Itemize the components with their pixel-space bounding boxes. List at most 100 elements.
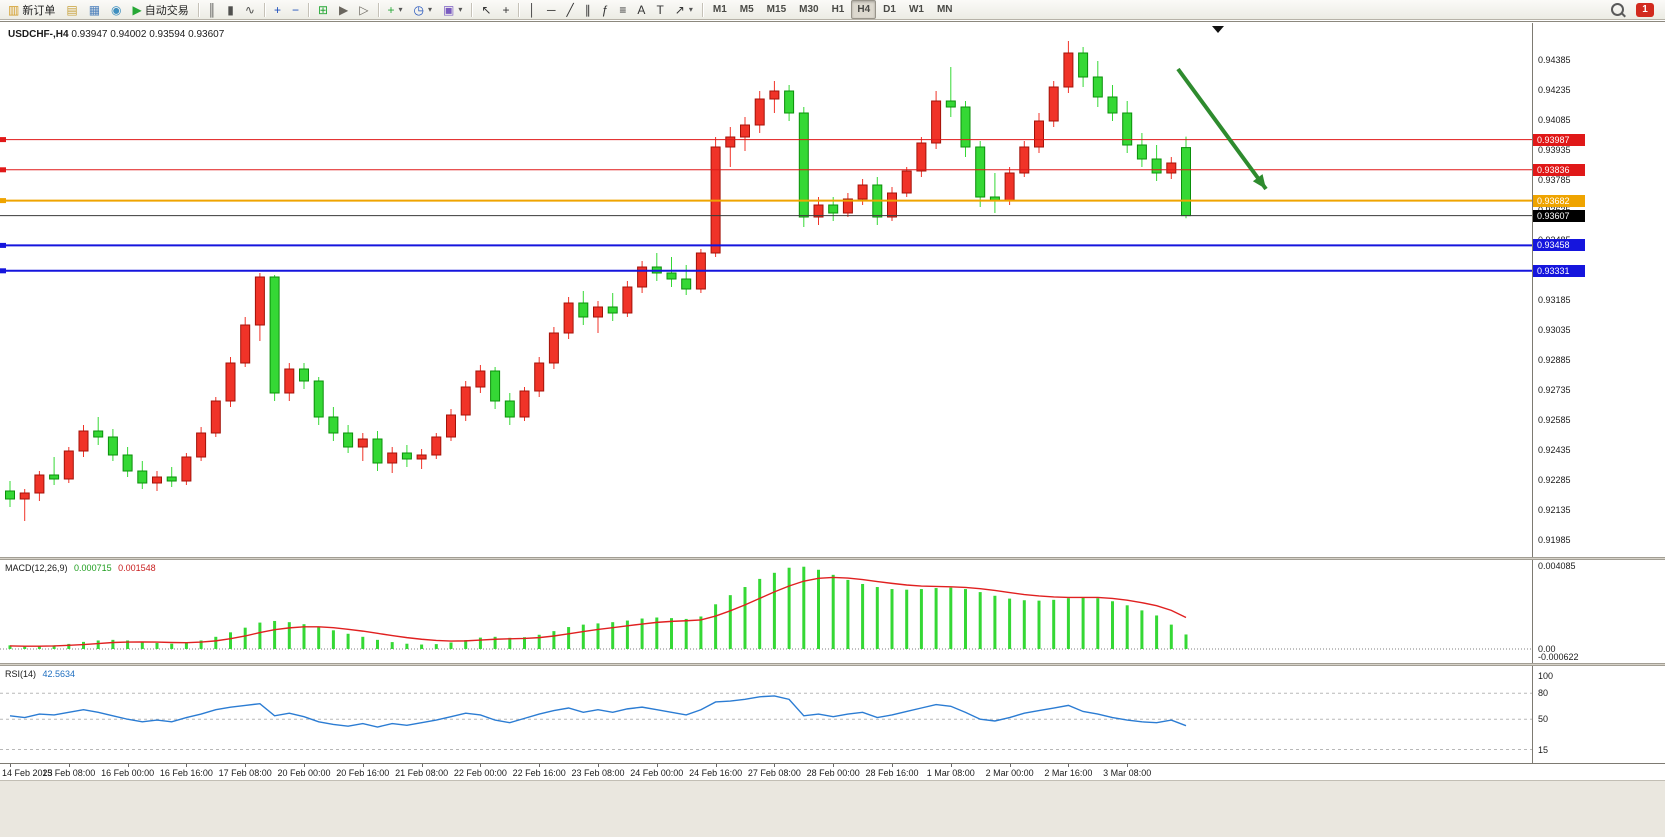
macd-bar — [317, 627, 321, 649]
time-axis[interactable]: 14 Feb 2023 15 Feb 08:00 16 Feb 00:00 16 Fe… — [0, 763, 1665, 781]
auto-scroll-button[interactable]: ▶ — [334, 0, 353, 19]
price-tick-label: 0.93185 — [1538, 295, 1571, 305]
candle — [313, 380, 324, 418]
templates-button[interactable]: ▣ ▾ — [438, 0, 467, 19]
rsi-tick-label: 50 — [1538, 714, 1549, 725]
macd-bar — [8, 645, 12, 649]
timeframe-h1-button[interactable]: H1 — [831, 4, 845, 15]
macd-canvas[interactable] — [0, 560, 1532, 663]
zoom-in-button[interactable]: + — [269, 0, 286, 19]
time-tick-mark — [304, 764, 305, 767]
bar-chart-button[interactable]: ║ — [203, 0, 222, 19]
timeframe-m5-button[interactable]: M5 — [739, 4, 754, 15]
candle — [1151, 158, 1162, 174]
templates-icon: ▣ — [443, 2, 455, 17]
time-tick-label: 24 Feb 00:00 — [630, 768, 684, 778]
zoom-out-button[interactable]: − — [287, 0, 304, 19]
trend-arrow[interactable] — [1176, 67, 1268, 191]
macd-axis[interactable]: 0.004085 0.00 -0.000622 — [1532, 560, 1665, 663]
macd-bar — [331, 630, 335, 649]
candle — [828, 204, 839, 214]
macd-bar — [346, 633, 350, 649]
text-icon: A — [637, 2, 646, 17]
timeframe-h4-button[interactable]: H4 — [851, 0, 877, 19]
timeframe-d1-button[interactable]: D1 — [883, 4, 896, 15]
auto-trading-button[interactable]: ▶ 自动交易 — [128, 0, 194, 19]
macd-bar — [23, 646, 27, 649]
candle — [401, 452, 412, 460]
chart-profiles-button[interactable]: ▤ — [61, 0, 82, 19]
cursor-button[interactable]: ↖ — [476, 0, 496, 19]
candle — [607, 306, 618, 314]
tile-windows-button[interactable]: ⊞ — [313, 0, 333, 19]
dropdown-caret-icon: ▾ — [428, 5, 433, 14]
periods-button[interactable]: ◷ ▾ — [409, 0, 438, 19]
timeframe-m30-button[interactable]: M30 — [799, 4, 819, 15]
market-watch-button[interactable]: ▦ — [84, 0, 105, 19]
rsi-canvas[interactable] — [0, 666, 1532, 763]
time-tick-label: 15 Feb 08:00 — [42, 768, 96, 778]
candle — [387, 452, 398, 464]
text-button[interactable]: A — [632, 0, 650, 19]
timeframe-m15-button[interactable]: M15 — [766, 4, 787, 15]
panel-splitter-rsi[interactable] — [0, 663, 1665, 666]
arrows-button[interactable]: ↗ ▾ — [670, 0, 698, 19]
rsi-tick-label: 100 — [1538, 671, 1554, 681]
macd-bar — [302, 624, 306, 649]
toolbar-separator — [197, 2, 199, 17]
macd-bar — [625, 620, 629, 649]
macd-bar — [743, 587, 747, 649]
price-chart-canvas[interactable] — [0, 23, 1532, 557]
timeframe-m1-button[interactable]: M1 — [712, 4, 727, 15]
price-tick-label: 0.93935 — [1538, 145, 1571, 155]
macd-bar — [493, 636, 497, 649]
vertical-line-button[interactable]: │ — [523, 0, 541, 19]
candle — [1122, 112, 1133, 146]
trendline-button[interactable]: ╱ — [561, 0, 578, 19]
candle — [578, 302, 589, 318]
line-left-anchor — [0, 198, 6, 204]
notification-badge[interactable]: 1 — [1636, 2, 1654, 17]
rsi-tick-label: 80 — [1538, 688, 1549, 699]
fibonacci-button[interactable]: ƒ — [597, 0, 614, 19]
macd-bar — [581, 624, 585, 649]
chart-shift-marker[interactable] — [1212, 26, 1224, 33]
zoom-out-icon: − — [291, 2, 299, 17]
chart-shift-button[interactable]: ▷ — [354, 0, 373, 19]
price-axis[interactable]: 0.94385 0.94235 0.94085 0.93935 0.93785 0.936… — [1532, 23, 1665, 557]
panel-splitter-macd[interactable] — [0, 557, 1665, 560]
macd-bar — [875, 587, 879, 649]
equidistant-channel-button[interactable]: ∥ — [580, 0, 596, 19]
navigator-button[interactable]: ◉ — [106, 0, 126, 19]
candlestick-chart-button[interactable]: ▮ — [222, 0, 239, 19]
tile-windows-icon: ⊞ — [317, 2, 329, 17]
line-price-tag-0.93331: 0.93331 — [1533, 264, 1585, 277]
dropdown-caret-icon: ▾ — [688, 5, 693, 14]
rsi-axis[interactable]: 100 80 50 15 — [1532, 666, 1665, 763]
crosshair-button[interactable]: + — [497, 0, 514, 19]
price-tick-label: 0.92585 — [1538, 415, 1571, 425]
timeframe-w1-button[interactable]: W1 — [908, 4, 924, 15]
line-left-anchor — [0, 167, 6, 173]
candle — [945, 100, 956, 108]
search-button[interactable] — [1606, 0, 1629, 19]
indicators-button[interactable]: + ▾ — [383, 0, 408, 19]
price-tick-label: 0.92135 — [1538, 505, 1571, 515]
macd-bar — [714, 604, 718, 649]
time-tick-mark — [480, 764, 482, 767]
horizontal-line-button[interactable]: ─ — [542, 0, 561, 19]
toolbar-separator — [307, 2, 309, 17]
price-tick-label: 0.91985 — [1538, 535, 1571, 545]
chart-title: USDCHF-,H4 0.93947 0.94002 0.93594 0.936… — [8, 29, 224, 40]
timeframe-mn-button[interactable]: MN — [936, 4, 953, 15]
macd-name-label: MACD(12,26,9) — [5, 563, 68, 573]
new-order-button[interactable]: ▥ 新订单 — [3, 0, 60, 19]
macd-bar — [405, 643, 409, 649]
candle — [813, 204, 824, 218]
text-label-button[interactable]: T — [651, 0, 668, 19]
candle — [519, 390, 530, 418]
line-chart-button[interactable]: ∿ — [240, 0, 260, 19]
candle — [1136, 144, 1147, 160]
shapes-button[interactable]: ≡ — [614, 0, 631, 19]
candle — [1166, 162, 1177, 174]
